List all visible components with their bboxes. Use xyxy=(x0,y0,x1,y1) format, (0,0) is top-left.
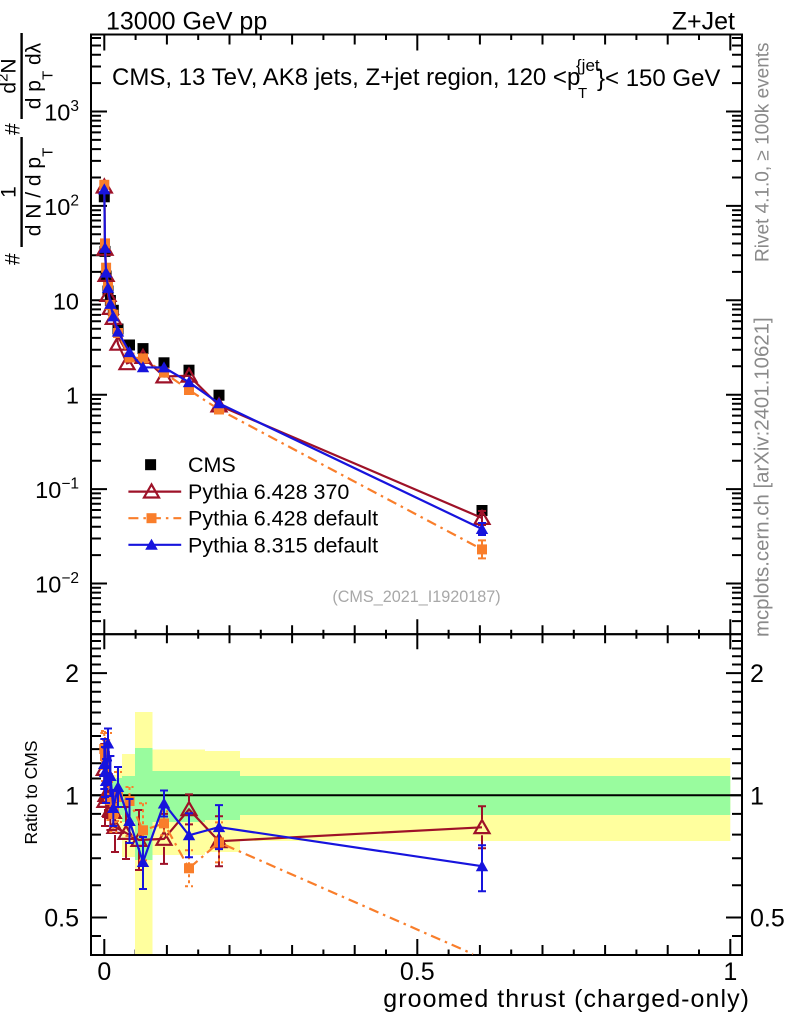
svg-text:10−2: 10−2 xyxy=(35,570,79,598)
svg-text:1: 1 xyxy=(66,383,79,409)
svg-text:Pythia 6.428 default: Pythia 6.428 default xyxy=(188,507,378,531)
svg-text:2: 2 xyxy=(65,660,79,688)
svg-text:1: 1 xyxy=(723,958,737,986)
svg-text:0.5: 0.5 xyxy=(400,958,435,986)
svg-text:CMS, 13 TeV, AK8 jets, Z+jet r: CMS, 13 TeV, AK8 jets, Z+jet region, 120… xyxy=(112,64,580,91)
svg-text:mcplots.cern.ch [arXiv:2401.10: mcplots.cern.ch [arXiv:2401.10621] xyxy=(752,317,774,637)
svg-text:Z+Jet: Z+Jet xyxy=(672,8,735,36)
svg-text:groomed thrust (charged-only): groomed thrust (charged-only) xyxy=(383,985,750,1013)
svg-text:Pythia 6.428 370: Pythia 6.428 370 xyxy=(188,480,349,504)
svg-text:#: # xyxy=(2,253,25,265)
svg-text:13000 GeV pp: 13000 GeV pp xyxy=(106,8,267,36)
svg-text:(CMS_2021_I1920187): (CMS_2021_I1920187) xyxy=(332,588,500,606)
svg-text:CMS: CMS xyxy=(188,453,236,477)
svg-text:}< 150 GeV: }< 150 GeV xyxy=(597,65,720,92)
svg-text:10: 10 xyxy=(53,288,79,314)
svg-text:T: T xyxy=(578,85,587,102)
svg-text:102: 102 xyxy=(44,192,79,220)
svg-text:Rivet 4.1.0, ≥ 100k events: Rivet 4.1.0, ≥ 100k events xyxy=(753,42,774,262)
svg-text:{jet: {jet xyxy=(576,56,600,75)
svg-text:1: 1 xyxy=(0,186,21,198)
svg-text:#: # xyxy=(2,123,25,135)
svg-text:d2N: d2N xyxy=(0,58,21,93)
svg-text:1: 1 xyxy=(65,782,79,810)
svg-text:0.5: 0.5 xyxy=(44,905,79,933)
svg-text:1: 1 xyxy=(750,782,764,810)
svg-text:10−1: 10−1 xyxy=(35,476,79,504)
svg-text:Ratio to CMS: Ratio to CMS xyxy=(21,740,41,844)
svg-text:103: 103 xyxy=(44,98,79,126)
svg-text:2: 2 xyxy=(750,660,764,688)
svg-text:0.5: 0.5 xyxy=(750,905,785,933)
svg-text:0: 0 xyxy=(97,958,111,986)
svg-text:Pythia 8.315 default: Pythia 8.315 default xyxy=(188,533,378,557)
